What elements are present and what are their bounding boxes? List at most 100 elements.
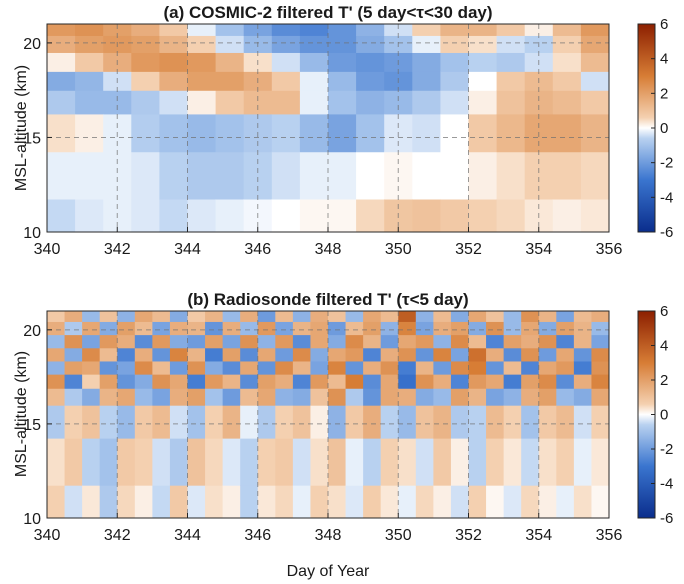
heatmap-cell (99, 405, 118, 439)
heatmap-cell (328, 90, 357, 115)
heatmap-cell (552, 113, 582, 153)
heatmap-cell (328, 35, 357, 53)
heatmap-cell (580, 71, 609, 91)
x-tick-label: 354 (525, 527, 552, 544)
heatmap-cell (433, 374, 452, 389)
heatmap-cell (169, 311, 189, 322)
x-tick-label: 354 (525, 241, 552, 258)
heatmap-cell (103, 24, 132, 36)
heatmap-cell (415, 311, 434, 322)
heatmap-cell (573, 334, 593, 349)
heatmap-cell (521, 321, 540, 336)
colorbar-ticks-b: 6 4 2 0 -2 -4 -6 (651, 303, 673, 527)
heatmap-cell (398, 360, 417, 375)
heatmap-cell (169, 438, 189, 486)
heatmap-cell (591, 374, 609, 389)
heatmap-cell (328, 334, 347, 349)
heatmap-cell (412, 52, 441, 72)
heatmap-cell (205, 311, 224, 322)
heatmap-cell (240, 334, 259, 349)
heatmap-cell (222, 485, 241, 518)
heatmap-cell (159, 151, 189, 200)
heatmap-cell (503, 374, 522, 389)
heatmap-cell (521, 438, 540, 486)
y-tick-label: 15 (23, 130, 41, 147)
heatmap-cell (152, 438, 171, 486)
y-axis-label-a: MSL-altitude (km) (13, 65, 30, 191)
heatmap-cell (205, 347, 224, 362)
heatmap-cell (486, 311, 505, 322)
heatmap-cell (415, 388, 434, 406)
heatmap-cell (556, 360, 575, 375)
heatmap-cell (205, 334, 224, 349)
heatmap-cell (103, 151, 132, 200)
heatmap-cell (440, 71, 470, 91)
heatmap-cell (398, 311, 417, 322)
x-tick-label: 350 (385, 527, 412, 544)
heatmap-cell (205, 388, 224, 406)
heatmap-cell (134, 388, 153, 406)
heatmap-cell (433, 347, 452, 362)
heatmap-cell (222, 321, 241, 336)
heatmap-cell (363, 374, 382, 389)
heatmap-cell (47, 334, 66, 349)
heatmap-cell (345, 388, 364, 406)
heatmap-cell (187, 388, 206, 406)
heatmap-cell (415, 438, 434, 486)
heatmap-cell (152, 334, 171, 349)
heatmap-cell (240, 311, 259, 322)
heatmap-cell (187, 334, 206, 349)
heatmap-cell (75, 90, 104, 115)
heatmap-cell (538, 388, 557, 406)
heatmap-cell (310, 388, 329, 406)
heatmap-cell (47, 35, 76, 53)
heatmap-cell (356, 35, 385, 53)
heatmap-cell (356, 198, 385, 232)
heatmap-cell (134, 360, 153, 375)
heatmap-cell (134, 374, 153, 389)
heatmap-cell (271, 35, 301, 53)
heatmap-cell (187, 347, 206, 362)
heatmap-cell (503, 321, 522, 336)
heatmap-cell (292, 485, 312, 518)
heatmap-cell (117, 485, 136, 518)
x-tick-label: 352 (455, 527, 482, 544)
heatmap-cell (292, 405, 312, 439)
heatmap-cell (398, 321, 417, 336)
heatmap-cell (222, 374, 241, 389)
heatmap-cell (75, 24, 104, 36)
heatmap-cell (215, 151, 245, 200)
heatmap-cell (398, 485, 417, 518)
colorbar-tick-label: -6 (660, 510, 673, 527)
heatmap-cell (131, 52, 160, 72)
heatmap-cell (152, 388, 171, 406)
heatmap-cell (240, 405, 259, 439)
heatmap-cell (131, 35, 160, 53)
heatmap-cell (345, 374, 364, 389)
heatmap-cell (552, 90, 582, 115)
heatmap-cell (573, 388, 593, 406)
heatmap-cell (440, 90, 470, 115)
heatmap-cell (412, 113, 441, 153)
y-tick-label: 15 (23, 417, 41, 434)
heatmap-cell (524, 151, 554, 200)
heatmap-cell (486, 347, 505, 362)
heatmap-cell (64, 321, 83, 336)
heatmap-cell (345, 485, 364, 518)
heatmap-cell (310, 311, 329, 322)
heatmap-cell (134, 321, 153, 336)
heatmap-cell (117, 360, 136, 375)
heatmap-cell (47, 321, 66, 336)
y-tick-label: 10 (23, 511, 41, 528)
heatmap-cell (356, 90, 385, 115)
heatmap-cell (415, 360, 434, 375)
heatmap-cell (75, 52, 104, 72)
heatmap-cell (187, 90, 217, 115)
heatmap-cell (468, 198, 498, 232)
heatmap-cell (75, 198, 104, 232)
heatmap-cell (556, 334, 575, 349)
heatmap-cell (82, 321, 101, 336)
heatmap-cell (468, 71, 498, 91)
heatmap-cell (363, 438, 382, 486)
